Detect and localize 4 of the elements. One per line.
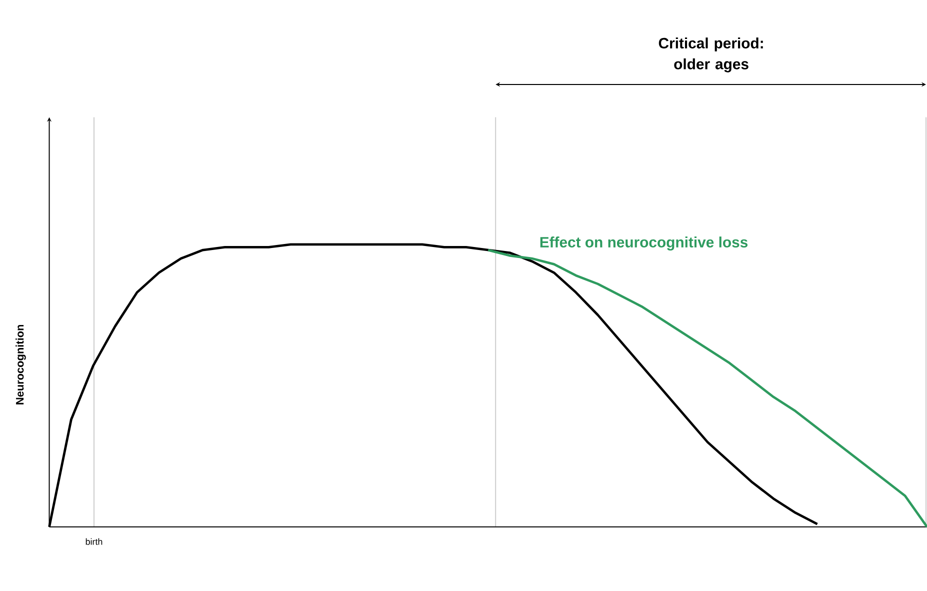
series-label: Effect on neurocognitive loss [540, 236, 748, 250]
text: birth [86, 538, 102, 545]
text: Critical period: older ages [658, 37, 763, 72]
y-axis-title: Neurocognition [16, 324, 26, 404]
